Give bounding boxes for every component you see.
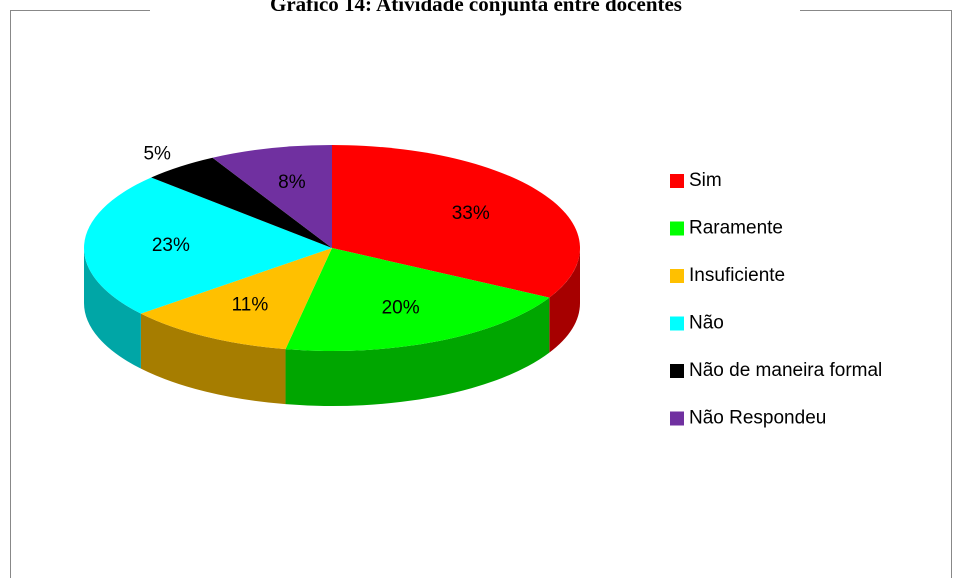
legend-swatch (670, 316, 684, 331)
slice-side (84, 248, 141, 369)
legend-swatch (670, 411, 684, 426)
data-label: 20% (382, 298, 420, 319)
chart-title: Gráfico 14: Atividade conjunta entre doc… (270, 0, 682, 16)
legend-label: Raramente (689, 218, 783, 239)
legend-swatch (670, 269, 684, 283)
slice-side (140, 313, 286, 405)
slice-side (549, 248, 580, 353)
slice (285, 248, 550, 351)
legend-label: Não Respondeu (689, 408, 826, 429)
data-label: 8% (278, 172, 306, 193)
legend-label: Sim (689, 170, 722, 191)
data-label: 23% (152, 235, 190, 256)
data-label: 11% (232, 295, 269, 316)
slice-side (285, 297, 550, 406)
data-label: 33% (452, 203, 490, 224)
slice (332, 145, 580, 298)
data-label: 5% (143, 143, 171, 164)
legend-swatch (670, 364, 684, 378)
legend-swatch (670, 221, 684, 236)
legend-label: Insuficiente (689, 265, 785, 286)
legend-label: Não (689, 313, 724, 334)
slice (140, 248, 332, 350)
slice (84, 177, 332, 314)
title-backdrop (150, 0, 800, 20)
legend-label: Não de maneira formal (689, 360, 882, 381)
slice (212, 145, 332, 248)
slice (151, 157, 332, 248)
legend-swatch (670, 174, 684, 188)
